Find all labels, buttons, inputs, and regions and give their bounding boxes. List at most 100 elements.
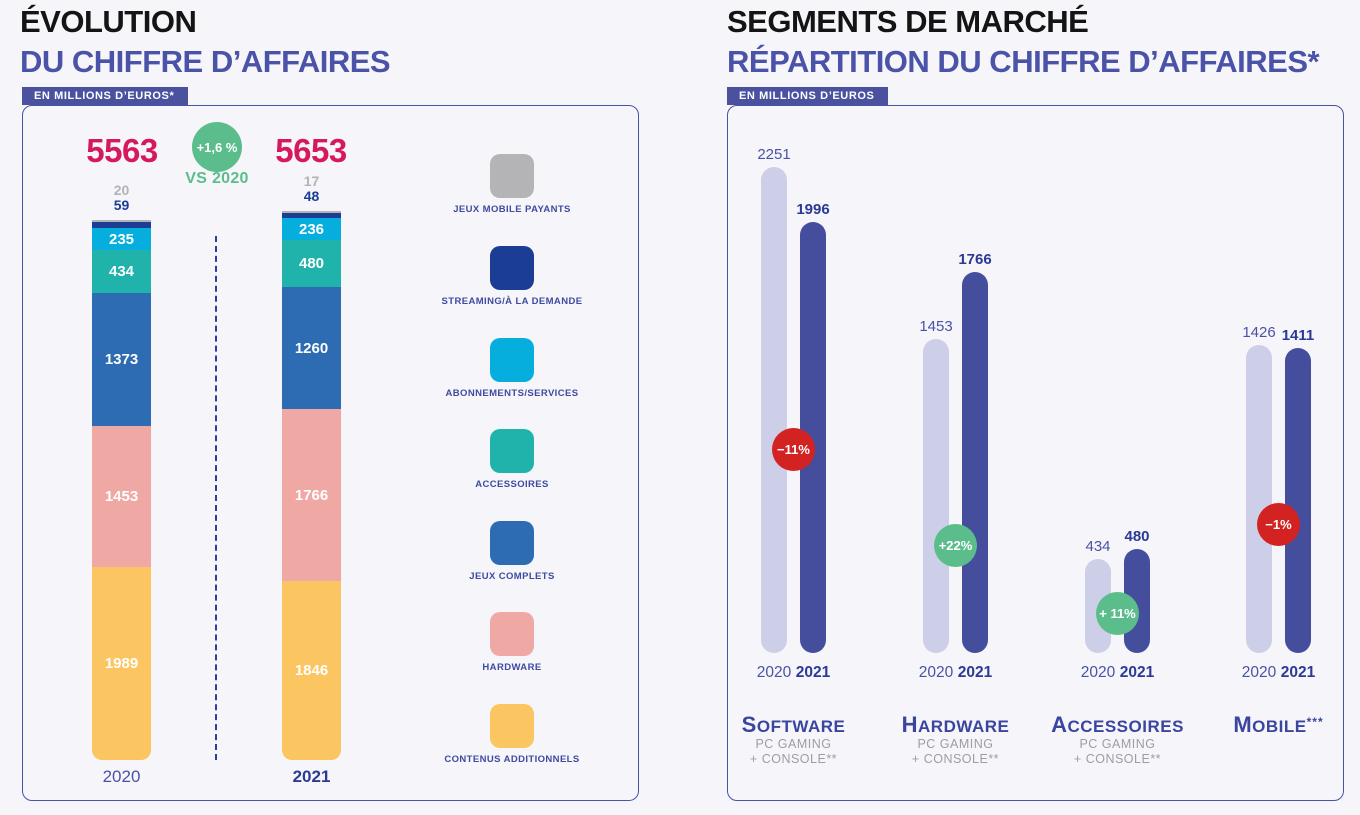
segment-value-label: 235 xyxy=(108,230,135,248)
total-2020: 5563 xyxy=(86,132,158,169)
legend-swatch xyxy=(490,246,534,290)
legend-label: ABONNEMENTS/SERVICES xyxy=(445,388,579,399)
bar-segment: 1373 xyxy=(92,292,151,426)
bar-2020 xyxy=(1246,345,1272,653)
segment-value-label: 434 xyxy=(108,263,135,280)
group-label-block-accessoires: ACCESSOIRES PC GAMING + CONSOLE** xyxy=(1028,714,1208,767)
bar-2020 xyxy=(923,339,949,653)
group-label-block-software: SOFTWARE PC GAMING + CONSOLE** xyxy=(704,714,884,767)
year-label-2021: 2021 xyxy=(292,767,331,786)
change-badge-total: +1,6 % xyxy=(192,122,242,172)
legend-swatch xyxy=(490,521,534,565)
segment-value-label: 1766 xyxy=(294,486,329,504)
stacked-bar-2021: 236 480 1260 1766 1846 xyxy=(282,211,341,760)
bar-segment xyxy=(282,211,341,213)
bar-2020 xyxy=(761,167,787,653)
value-label-2021: 1766 xyxy=(958,250,992,268)
bar-segment: 480 xyxy=(282,240,341,288)
legend-swatch xyxy=(490,704,534,748)
year-label-2020: 2020 xyxy=(102,767,141,786)
legend-label: ACCESSOIRES xyxy=(475,479,549,490)
group-sublabel: PC GAMING xyxy=(1079,737,1156,751)
value-label-2021: 1411 xyxy=(1281,327,1315,345)
above-bar-value: 59 xyxy=(113,196,130,213)
above-bar-value: 48 xyxy=(303,188,320,205)
group-label: MOBILE*** xyxy=(1233,712,1324,737)
segment-value-label: 1260 xyxy=(294,339,329,357)
year-label-2020: 2020 xyxy=(756,664,792,681)
year-label-2020: 2020 xyxy=(918,664,954,681)
bar-segment: 1766 xyxy=(282,409,341,581)
value-label-2021: 480 xyxy=(1124,528,1150,546)
bar-2021 xyxy=(1285,348,1311,653)
value-label-2021: 1996 xyxy=(796,201,830,219)
legend-swatch xyxy=(490,429,534,473)
above-bar-labels: 17 48 xyxy=(272,174,351,204)
bar-segment: 236 xyxy=(282,217,341,241)
group-label-block-hardware: HARDWARE PC GAMING + CONSOLE** xyxy=(866,714,1046,767)
segment-value-label: 1373 xyxy=(104,350,139,368)
group-label-suffix: *** xyxy=(1306,715,1324,729)
right-panel xyxy=(727,105,1344,801)
change-badge-hardware: +22% xyxy=(934,523,977,567)
change-badge-mobile: −1% xyxy=(1257,502,1300,546)
year-label-2021: 2021 xyxy=(957,664,993,681)
change-badge-software: −11% xyxy=(772,427,815,471)
title-segments-line1: SEGMENTS DE MARCHÉ xyxy=(727,4,1089,39)
year-label-2021: 2021 xyxy=(1280,664,1316,681)
bar-segment: 1260 xyxy=(282,287,341,410)
segment-value-label: 1989 xyxy=(104,654,139,672)
unit-badge-right: EN MILLIONS D’EUROS xyxy=(727,87,889,105)
legend-swatch xyxy=(490,612,534,656)
legend-swatch xyxy=(490,154,534,198)
group-sublabel: + CONSOLE** xyxy=(1073,752,1162,766)
value-label-2020: 1426 xyxy=(1242,324,1276,342)
bar-segment: 1989 xyxy=(92,566,151,760)
group-label: HARDWARE xyxy=(901,712,1010,737)
segment-value-label: 1846 xyxy=(294,661,329,679)
divider-dashed-line xyxy=(215,236,217,760)
unit-badge-left: EN MILLIONS D’EUROS* xyxy=(22,87,189,105)
segment-value-label: 236 xyxy=(298,220,325,238)
group-label-block-mobile: MOBILE*** xyxy=(1189,714,1360,739)
bar-segment xyxy=(92,219,151,222)
group-sublabel: + CONSOLE** xyxy=(911,752,1000,766)
total-2021: 5653 xyxy=(275,132,347,169)
year-label-2021: 2021 xyxy=(795,664,831,681)
legend-label: CONTENUS ADDITIONNELS xyxy=(444,754,580,765)
left-panel xyxy=(22,105,639,801)
legend-label: JEUX MOBILE PAYANTS xyxy=(453,204,571,215)
group-sublabel: PC GAMING xyxy=(755,737,832,751)
title-evolution-line1: ÉVOLUTION xyxy=(20,4,197,39)
bar-segment xyxy=(282,212,341,218)
above-bar-value: 20 xyxy=(113,181,130,198)
bar-2021 xyxy=(962,271,988,653)
year-label-2020: 2020 xyxy=(1241,664,1277,681)
year-label-2021: 2021 xyxy=(1119,664,1155,681)
above-bar-value: 17 xyxy=(303,173,320,190)
bar-segment: 1846 xyxy=(282,580,341,760)
change-vs-label: VS 2020 xyxy=(185,170,249,187)
change-badge-accessoires: + 11% xyxy=(1096,591,1139,635)
legend-label: HARDWARE xyxy=(482,662,542,673)
year-label-2020: 2020 xyxy=(1080,664,1116,681)
legend-swatch xyxy=(490,338,534,382)
bar-segment xyxy=(92,221,151,228)
value-label-2020: 2251 xyxy=(757,146,791,163)
bar-segment: 434 xyxy=(92,250,151,293)
value-label-2020: 434 xyxy=(1085,538,1111,556)
legend-label: STREAMING/À LA DEMANDE xyxy=(441,296,583,307)
group-sublabel: PC GAMING xyxy=(917,737,994,751)
segment-value-label: 480 xyxy=(298,255,325,273)
above-bar-labels: 20 59 xyxy=(82,181,161,213)
segment-value-label: 1453 xyxy=(104,487,139,505)
group-label: ACCESSOIRES xyxy=(1051,712,1184,737)
legend-label: JEUX COMPLETS xyxy=(469,571,555,582)
stacked-bar-2020: 235 434 1373 1453 1989 xyxy=(92,219,151,760)
title-evolution-line2: DU CHIFFRE D’AFFAIRES xyxy=(20,44,391,79)
group-sublabel: + CONSOLE** xyxy=(749,752,838,766)
title-segments-line2: RÉPARTITION DU CHIFFRE D’AFFAIRES* xyxy=(727,44,1320,79)
value-label-2020: 1453 xyxy=(919,318,953,336)
group-label: SOFTWARE xyxy=(741,712,846,737)
